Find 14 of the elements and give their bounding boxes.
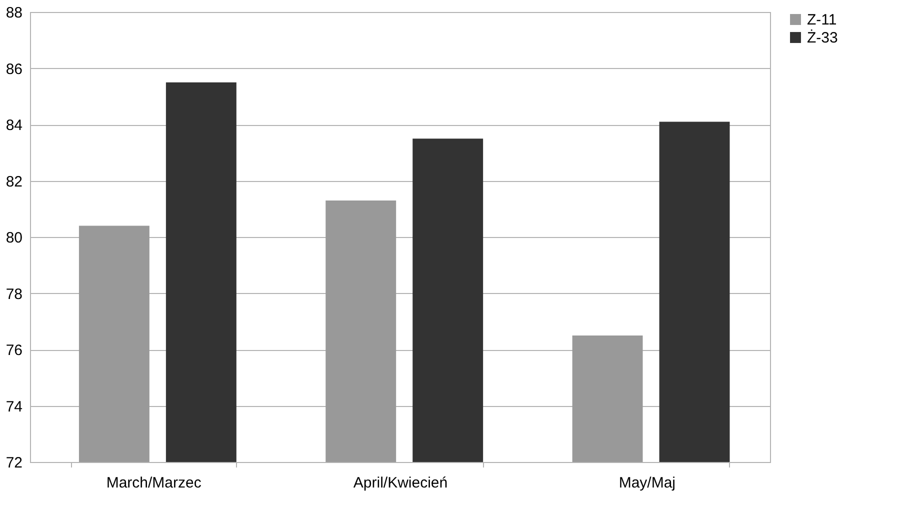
- legend-label: Z-11: [807, 12, 837, 28]
- x-tick-label: March/Marzec: [106, 474, 202, 492]
- y-tick-label: 74: [6, 398, 22, 416]
- y-tick-label: 84: [6, 117, 22, 134]
- y-tick-label: 76: [6, 342, 22, 359]
- y-tick-label: 78: [6, 286, 22, 303]
- y-tick-label: 86: [6, 60, 22, 78]
- y-tick-label: 72: [6, 454, 22, 472]
- legend-label: Ż-33: [807, 28, 838, 46]
- y-tick-label: 80: [6, 230, 22, 246]
- x-tick-label: May/Maj: [618, 474, 676, 492]
- y-tick-label: 88: [6, 4, 22, 22]
- x-tick-label: April/Kwiecień: [353, 474, 448, 492]
- y-tick-label: 82: [6, 173, 22, 190]
